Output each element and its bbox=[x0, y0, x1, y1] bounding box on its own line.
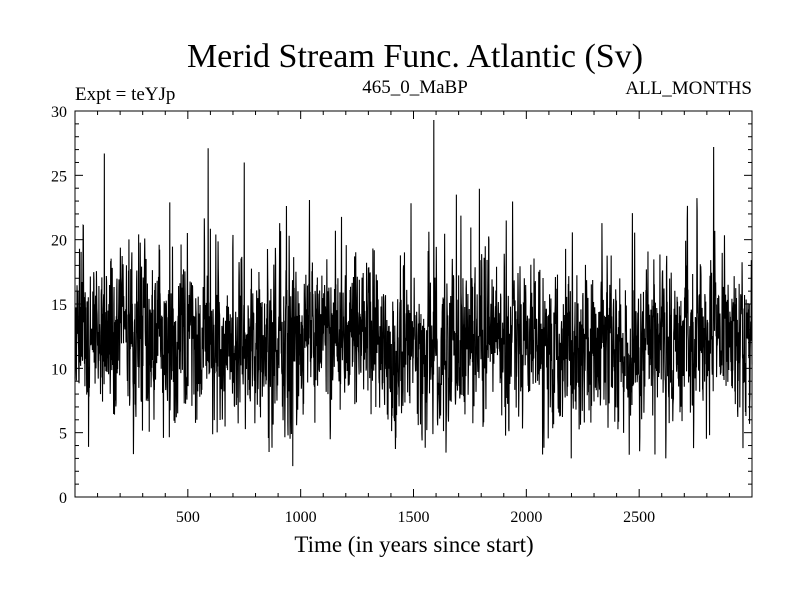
experiment-label: Expt = teYJp bbox=[75, 84, 175, 105]
x-tick-label: 1500 bbox=[398, 509, 430, 526]
y-tick-label: 20 bbox=[51, 233, 67, 250]
chart-title: Merid Stream Func. Atlantic (Sv) bbox=[187, 38, 643, 75]
y-tick-label: 30 bbox=[51, 104, 67, 121]
x-tick-label: 2000 bbox=[510, 509, 542, 526]
plot-frame bbox=[74, 110, 753, 498]
period-label: 465_0_MaBP bbox=[362, 77, 468, 98]
x-tick-label: 500 bbox=[176, 509, 200, 526]
months-label: ALL_MONTHS bbox=[625, 78, 752, 99]
series-line bbox=[74, 120, 753, 467]
y-tick-label: 25 bbox=[51, 168, 67, 185]
x-axis: 500 1000 1500 2000 2500 bbox=[97, 111, 730, 526]
y-tick-label: 10 bbox=[51, 361, 67, 378]
y-tick-label: 15 bbox=[51, 297, 67, 314]
x-axis-label: Time (in years since start) bbox=[294, 532, 533, 557]
y-tick-label: 0 bbox=[59, 490, 67, 507]
x-tick-label: 2500 bbox=[623, 509, 655, 526]
x-tick-label: 1000 bbox=[285, 509, 317, 526]
y-tick-label: 5 bbox=[59, 426, 67, 443]
plot-area bbox=[74, 110, 753, 498]
y-axis: 0 5 10 15 20 25 30 bbox=[51, 104, 752, 507]
